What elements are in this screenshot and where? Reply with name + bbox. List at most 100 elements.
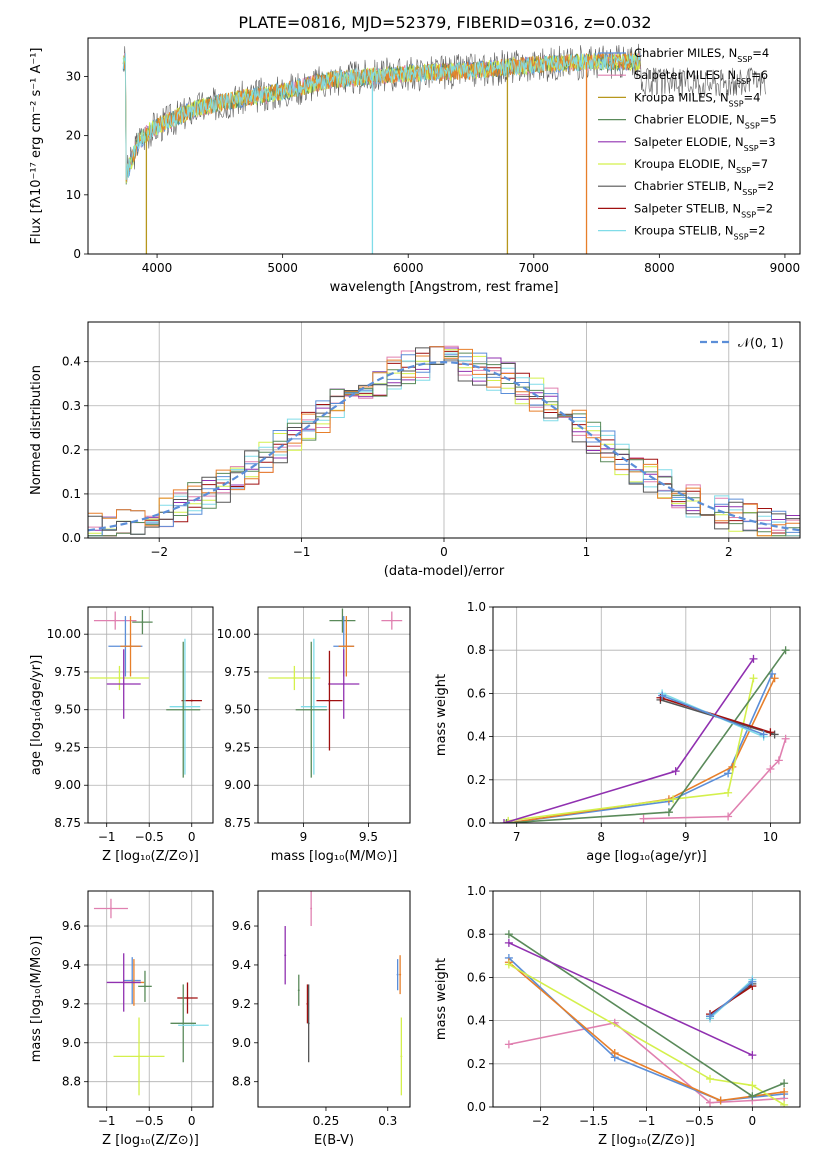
x-tick-label: 7 [513, 830, 521, 844]
y-axis-label: Flux [fλ10⁻¹⁷ erg cm⁻² s⁻¹ A⁻¹] [29, 48, 44, 245]
x-tick-label: 10 [763, 830, 778, 844]
y-tick-label: 9.2 [62, 997, 81, 1011]
data-point [190, 699, 193, 702]
panel-age-Z: −1 −0.5 0 8.75 9.00 9.25 9.50 9.75 10.00 Z [log₁₀… [29, 606, 214, 864]
y-tick-label: 0.2 [62, 443, 81, 457]
data-marker [748, 1092, 757, 1101]
data-marker [716, 1096, 725, 1105]
axes-frame [492, 606, 801, 824]
data-point [306, 1002, 309, 1005]
data-point [390, 619, 393, 622]
data-marker [706, 1074, 715, 1083]
x-tick-label: −0.5 [135, 1114, 164, 1128]
data-marker [749, 674, 758, 683]
x-tick-label: 9 [300, 830, 308, 844]
x-tick-label: −0.5 [685, 1114, 714, 1128]
y-tick-label: 9.00 [54, 778, 81, 792]
data-point [297, 989, 300, 992]
axes-frame [87, 37, 801, 255]
data-marker [502, 819, 511, 823]
panel-mass-ebv: 0.25 0.3 8.8 9.0 9.2 9.4 9.6 E(B-V) [232, 890, 411, 1148]
series-line [122, 52, 641, 176]
data-marker [766, 728, 775, 737]
x-tick-label: 2 [725, 545, 733, 559]
x-tick-label: 1 [583, 545, 591, 559]
data-marker [780, 1079, 789, 1088]
y-tick-label: 0.2 [467, 773, 486, 787]
x-tick-label: −0.5 [135, 830, 164, 844]
weight-series-line [661, 694, 764, 736]
data-point [131, 979, 134, 982]
y-tick-label: 9.25 [54, 740, 81, 754]
data-point [129, 645, 132, 648]
x-axis-label: age [log₁₀(age/yr)] [586, 849, 707, 864]
plot-area [122, 43, 767, 254]
legend-label: Chabrier ELODIE, NSSP=5 [634, 113, 777, 131]
x-axis-label: Z [log₁₀(Z/Z⊙)] [598, 1133, 695, 1148]
y-tick-label: 0.6 [467, 686, 486, 700]
x-tick-label: −2 [532, 1114, 550, 1128]
y-tick-label: 0.3 [62, 399, 81, 413]
y-tick-label: 0.8 [467, 927, 486, 941]
y-tick-label: 9.50 [54, 703, 81, 717]
legend-label: Kroupa STELIB, NSSP=2 [634, 224, 765, 242]
plot-area [268, 608, 403, 778]
data-point [400, 1055, 403, 1058]
y-tick-label: 0.6 [467, 970, 486, 984]
data-marker [504, 938, 513, 947]
weight-series-line [709, 981, 753, 1017]
data-marker [658, 691, 667, 700]
y-tick-label: 1.0 [467, 884, 486, 898]
legend-label: Salpeter MILES, NSSP=6 [634, 68, 768, 86]
data-marker [504, 960, 513, 969]
x-tick-label: 7000 [519, 261, 550, 275]
data-point [341, 619, 344, 622]
figure-title: PLATE=0816, MJD=52379, FIBERID=0316, z=0… [238, 13, 651, 32]
legend-label: Chabrier STELIB, NSSP=2 [634, 179, 774, 197]
y-tick-label: 10 [66, 188, 81, 202]
y-tick-label: 9.0 [62, 1036, 81, 1050]
y-tick-label: 0.8 [467, 643, 486, 657]
data-point [114, 619, 117, 622]
y-tick-label: 0.4 [62, 355, 81, 369]
y-tick-label: 10.00 [217, 627, 251, 641]
y-tick-label: 30 [66, 69, 81, 83]
data-point [138, 1055, 141, 1058]
weight-series-line [508, 678, 755, 822]
x-tick-label: −1 [98, 830, 116, 844]
weight-series-line [503, 658, 755, 823]
data-point [122, 683, 125, 686]
data-point [186, 997, 189, 1000]
y-tick-label: 20 [66, 129, 81, 143]
data-marker [706, 1012, 715, 1021]
data-point [399, 973, 402, 976]
data-point [183, 705, 186, 708]
y-tick-label: 9.6 [232, 919, 251, 933]
x-tick-label: 6000 [393, 261, 424, 275]
axes-frame [87, 606, 214, 824]
x-tick-label: −2 [150, 545, 168, 559]
axes-frame [492, 890, 801, 1108]
data-marker [504, 1040, 513, 1049]
histogram-series [88, 346, 800, 537]
data-marker [759, 730, 768, 739]
y-tick-label: 9.75 [54, 665, 81, 679]
legend-label: Chabrier MILES, NSSP=4 [634, 46, 769, 64]
y-tick-label: 9.6 [62, 919, 81, 933]
data-marker [499, 819, 508, 823]
x-tick-label: 5000 [267, 261, 298, 275]
y-tick-label: 0.4 [467, 1014, 486, 1028]
x-axis-label: (data-model)/error [384, 564, 505, 579]
data-point [182, 1022, 185, 1025]
data-point [143, 985, 146, 988]
x-tick-label: −1.5 [579, 1114, 608, 1128]
x-tick-label: 0 [188, 1114, 196, 1128]
x-axis-label: Z [log₁₀(Z/Z⊙)] [102, 1133, 199, 1148]
data-marker [724, 812, 733, 821]
x-tick-label: 9 [682, 830, 690, 844]
y-tick-label: 9.4 [232, 958, 251, 972]
y-tick-label: 9.2 [232, 997, 251, 1011]
weight-series-line [508, 677, 776, 823]
y-tick-label: 8.8 [232, 1075, 251, 1089]
data-marker [781, 734, 790, 743]
